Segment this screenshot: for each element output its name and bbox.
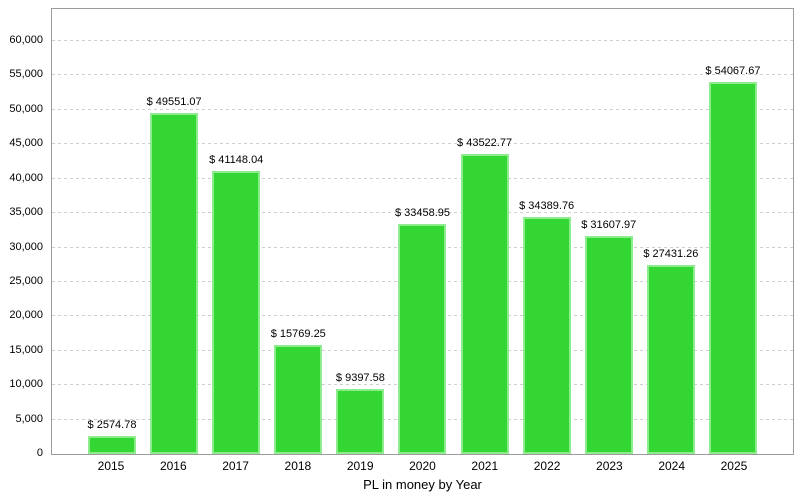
y-tick-label-45000: 45,000	[9, 137, 43, 150]
plot-area: $ 2574.78 $ 49551.07 $ 41148.04 $ 15769.25 $…	[51, 8, 794, 455]
y-tick-label-10000: 10,000	[9, 378, 43, 391]
bar-2017	[212, 171, 261, 454]
bar-2018	[274, 345, 323, 454]
bar-slot-2015: $ 2574.78	[88, 419, 136, 454]
gridline-35000	[52, 212, 793, 214]
y-tick-label-55000: 55,000	[9, 68, 43, 81]
bar-2015	[88, 436, 136, 454]
x-tick-label-2025: 2025	[720, 459, 748, 473]
y-tick-label-40000: 40,000	[9, 171, 43, 184]
bar-2021	[460, 154, 509, 454]
bar-2025	[708, 82, 757, 454]
bar-value-label-2024: $ 27431.26	[643, 248, 699, 260]
x-axis-tick-labels: 2015 2016 2017 2018 2019 2020 2021 2022 2023 2024…	[51, 459, 794, 473]
y-tick-label-50000: 50,000	[9, 102, 43, 115]
bar-value-label-2017: $ 41148.04	[209, 154, 264, 166]
x-tick-label-2018: 2018	[284, 459, 312, 473]
x-tick-label-2016: 2016	[159, 459, 187, 473]
bar-2019	[336, 389, 385, 454]
x-tick-label-2022: 2022	[533, 459, 561, 473]
y-tick-label-20000: 20,000	[9, 309, 43, 322]
bar-value-label-2015: $ 2574.78	[87, 419, 137, 431]
y-tick-label-30000: 30,000	[9, 240, 43, 253]
y-tick-label-0: 0	[36, 447, 43, 459]
bar-slot-2018: $ 15769.25	[271, 328, 326, 454]
x-tick-label-2015: 2015	[97, 459, 125, 473]
bar-slot-2017: $ 41148.04	[209, 154, 264, 454]
bar-slot-2024: $ 27431.26	[643, 248, 698, 454]
bar-slot-2019: $ 9397.58	[335, 372, 385, 454]
bar-value-label-2021: $ 43522.77	[457, 137, 513, 149]
x-tick-label-2020: 2020	[409, 459, 436, 473]
bar-slot-2021: $ 43522.77	[457, 137, 512, 454]
gridline-55000	[52, 74, 793, 76]
y-tick-label-5000: 5,000	[15, 412, 43, 425]
x-tick-label-2017: 2017	[222, 459, 249, 473]
bar-2024	[646, 265, 695, 454]
bar-value-label-2023: $ 31607.97	[581, 219, 637, 231]
bar-value-label-2022: $ 34389.76	[519, 200, 575, 212]
y-tick-label-15000: 15,000	[9, 343, 43, 356]
gridline-45000	[52, 143, 793, 145]
bar-2016	[150, 113, 199, 454]
gridline-40000	[52, 177, 793, 179]
bar-value-label-2019: $ 9397.58	[335, 372, 385, 384]
bar-2022	[522, 217, 571, 454]
bar-slot-2023: $ 31607.97	[581, 219, 636, 454]
bar-slot-2016: $ 49551.07	[147, 96, 202, 454]
bar-series: $ 2574.78 $ 49551.07 $ 41148.04 $ 15769.25 $…	[52, 9, 793, 454]
y-tick-label-25000: 25,000	[9, 274, 43, 287]
bar-slot-2020: $ 33458.95	[395, 207, 450, 454]
bar-slot-2022: $ 34389.76	[519, 200, 574, 454]
bar-value-label-2016: $ 49551.07	[146, 96, 202, 108]
gridline-60000	[52, 40, 793, 42]
bar-2023	[584, 236, 633, 454]
bar-value-label-2025: $ 54067.67	[705, 65, 761, 77]
x-tick-label-2021: 2021	[471, 459, 499, 473]
x-axis-title: PL in money by Year	[363, 477, 482, 492]
bar-slot-2025: $ 54067.67	[705, 65, 760, 454]
y-tick-label-35000: 35,000	[9, 206, 43, 219]
x-tick-label-2024: 2024	[658, 459, 686, 473]
bar-2020	[398, 224, 447, 454]
bar-value-label-2018: $ 15769.25	[270, 328, 326, 340]
x-tick-label-2023: 2023	[596, 459, 623, 473]
y-axis-tick-labels: 0 5,000 10,000 15,000 20,000 25,000 30,000 35,0…	[0, 8, 47, 459]
gridline-50000	[52, 108, 793, 110]
bar-value-label-2020: $ 33458.95	[394, 207, 450, 219]
x-tick-label-2019: 2019	[346, 459, 374, 473]
y-tick-label-60000: 60,000	[9, 34, 43, 47]
